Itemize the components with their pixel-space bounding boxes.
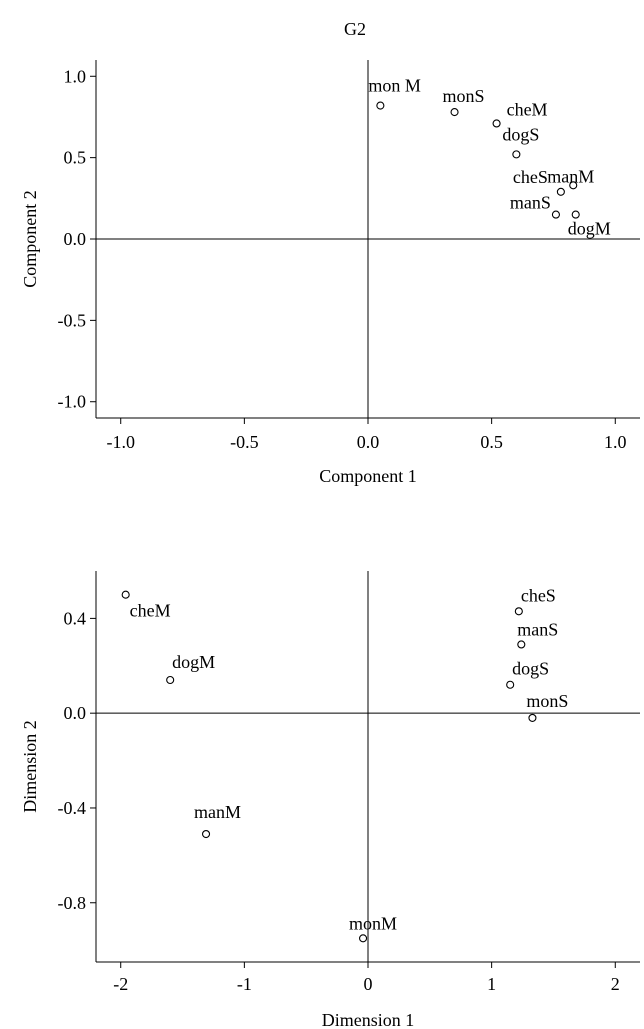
x-axis-label: Dimension 1 <box>322 1010 415 1029</box>
data-point <box>359 934 368 943</box>
data-point <box>166 675 175 685</box>
data-point <box>571 210 580 219</box>
y-axis-label: Component 2 <box>20 190 40 288</box>
point-label: dogM <box>568 219 611 239</box>
point-label: cheM <box>130 601 171 621</box>
x-tick-label: 0 <box>364 974 373 994</box>
point-label: mon M <box>368 76 421 96</box>
data-point <box>528 713 537 722</box>
data-point <box>121 590 130 599</box>
data-point <box>514 607 523 616</box>
x-tick-label: 2 <box>611 974 620 994</box>
point-label: manS <box>517 619 558 639</box>
y-tick-label: 0.4 <box>64 608 87 628</box>
x-tick-label: -1.0 <box>106 432 135 452</box>
data-point <box>517 640 526 649</box>
x-tick-label: -1 <box>237 974 252 994</box>
data-point <box>569 181 578 190</box>
point-label: manS <box>510 193 551 213</box>
x-tick-label: 0.0 <box>357 432 380 452</box>
y-tick-label: 1.0 <box>64 66 87 86</box>
data-point <box>492 119 501 128</box>
point-label: monM <box>349 913 397 933</box>
y-tick-label: -0.5 <box>58 310 87 330</box>
x-tick-label: 0.5 <box>480 432 503 452</box>
data-point <box>450 108 459 117</box>
point-label: manM <box>547 166 594 186</box>
x-tick-label: 1 <box>487 974 496 994</box>
data-point <box>376 101 385 110</box>
chart-dimension-plot: -2 -1 0 1 2 -0.8 -0.4 0.0 0.4 Dimension 1 Dimensio… <box>20 571 640 1029</box>
y-tick-label: 0.0 <box>64 229 87 249</box>
data-point <box>551 210 560 219</box>
y-tick-label: 0.0 <box>64 703 87 723</box>
figure-title: G2 <box>344 19 366 39</box>
point-label: monS <box>526 691 568 711</box>
x-tick-label: -2 <box>113 974 128 994</box>
point-label: cheM <box>507 99 548 119</box>
y-axis-label: Dimension 2 <box>20 720 40 813</box>
y-tick-label: -0.8 <box>58 893 87 913</box>
y-tick-label: -0.4 <box>58 798 87 818</box>
data-point <box>556 187 565 196</box>
point-label: cheS <box>513 167 548 187</box>
y-tick-label: 0.5 <box>64 148 87 168</box>
x-tick-label: 1.0 <box>604 432 627 452</box>
point-label: dogS <box>512 659 549 679</box>
point-label: dogM <box>172 652 215 672</box>
point-label: manM <box>194 802 241 822</box>
data-point <box>512 150 521 159</box>
point-label: monS <box>443 86 485 106</box>
chart-component-plot: -1.0 -0.5 0.0 0.5 1.0 -1.0 -0.5 0.0 0.5 1.0 Compon… <box>20 60 640 486</box>
x-axis-label: Component 1 <box>319 466 417 486</box>
data-point <box>201 829 211 839</box>
data-point <box>506 680 515 689</box>
x-tick-label: -0.5 <box>230 432 259 452</box>
point-label: cheS <box>521 585 556 605</box>
y-tick-label: -1.0 <box>58 392 87 412</box>
point-label: dogS <box>502 124 539 144</box>
